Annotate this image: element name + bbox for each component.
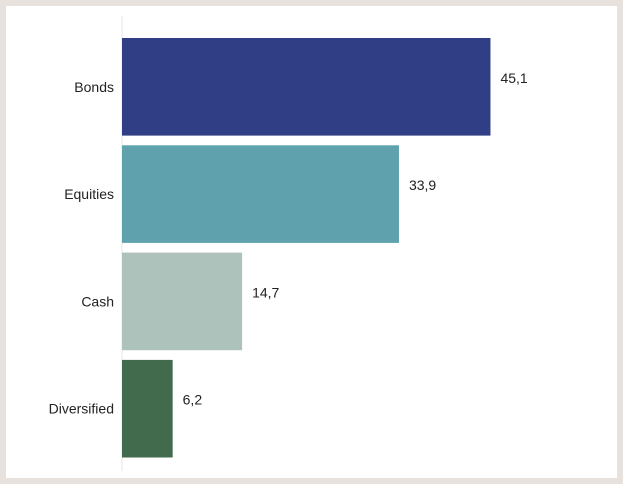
bars-group [122,38,491,458]
value-label-equities: 33,9 [409,177,436,193]
chart-panel: Bonds Equities Cash Diversified 45,1 33,9 14,… [6,6,617,478]
value-label-cash: 14,7 [252,284,279,300]
bar-chart: Bonds Equities Cash Diversified 45,1 33,9 14,… [49,16,528,471]
category-label-bonds: Bonds [74,79,114,95]
bar-equities [122,145,399,243]
category-label-diversified: Diversified [49,401,114,417]
bar-diversified [122,359,173,458]
category-labels: Bonds Equities Cash Diversified [49,79,114,417]
category-label-cash: Cash [81,293,114,309]
value-labels: 45,1 33,9 14,7 6,2 [183,70,528,408]
value-label-diversified: 6,2 [183,392,203,408]
bar-cash [122,252,243,351]
category-label-equities: Equities [64,186,114,202]
bar-bonds [122,38,491,136]
value-label-bonds: 45,1 [500,70,527,86]
